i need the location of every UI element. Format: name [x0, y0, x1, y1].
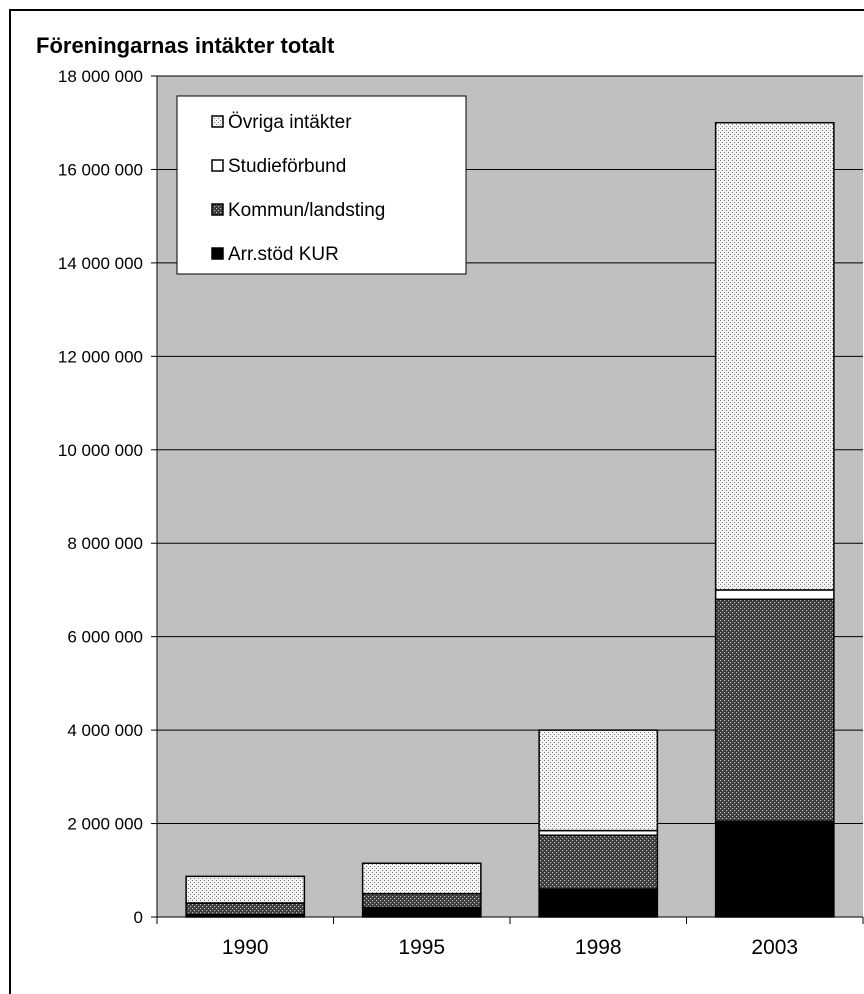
- y-tick-label: 14 000 000: [58, 254, 143, 273]
- bar-segment: [538, 834, 659, 890]
- bar-segment: [714, 820, 835, 918]
- x-tick-label: 1990: [222, 936, 269, 959]
- bar-segment: [714, 589, 835, 601]
- x-tick-label: 1998: [575, 936, 622, 959]
- x-tick-label: 1995: [398, 936, 445, 959]
- chart-title: Föreningarnas intäkter totalt: [36, 33, 335, 58]
- bar-segment: [361, 906, 482, 918]
- y-axis-ticks: 0 2 000 000 4 000 000 6 000 000 8 000 000 10 …: [58, 67, 157, 927]
- legend-label: Övriga intäkter: [228, 112, 352, 133]
- bar-segment: [361, 862, 482, 895]
- bar-segment: [538, 888, 659, 918]
- x-axis-ticks: 1990 1995 1998 2003: [156, 917, 864, 959]
- y-tick-label: 10 000 000: [58, 441, 143, 460]
- legend: Övriga intäkter Studieförbund Kommun/lands…: [176, 95, 467, 275]
- bar-segment: [361, 892, 482, 909]
- legend-label: Arr.stöd KUR: [228, 244, 339, 265]
- bars: [185, 121, 835, 918]
- legend-swatch: [211, 159, 224, 172]
- y-tick-label: 2 000 000: [67, 815, 143, 834]
- bar-segment: [714, 121, 835, 591]
- legend-label: Studieförbund: [228, 156, 346, 177]
- bar-segment: [538, 729, 659, 832]
- bar-segment: [185, 875, 306, 904]
- legend-label: Kommun/landsting: [228, 200, 385, 221]
- y-tick-label: 4 000 000: [67, 721, 143, 740]
- x-tick-label: 2003: [751, 936, 798, 959]
- y-tick-label: 8 000 000: [67, 534, 143, 553]
- legend-swatch: [211, 203, 224, 216]
- y-tick-label: 6 000 000: [67, 628, 143, 647]
- legend-swatch: [211, 115, 224, 128]
- bar-segment: [185, 902, 306, 916]
- legend-box: [176, 95, 467, 275]
- y-tick-label: 16 000 000: [58, 160, 143, 179]
- y-tick-label: 0: [134, 908, 143, 927]
- legend-swatch: [211, 247, 224, 260]
- y-tick-label: 18 000 000: [58, 67, 143, 86]
- bar-segment: [714, 598, 835, 822]
- y-tick-label: 12 000 000: [58, 347, 143, 366]
